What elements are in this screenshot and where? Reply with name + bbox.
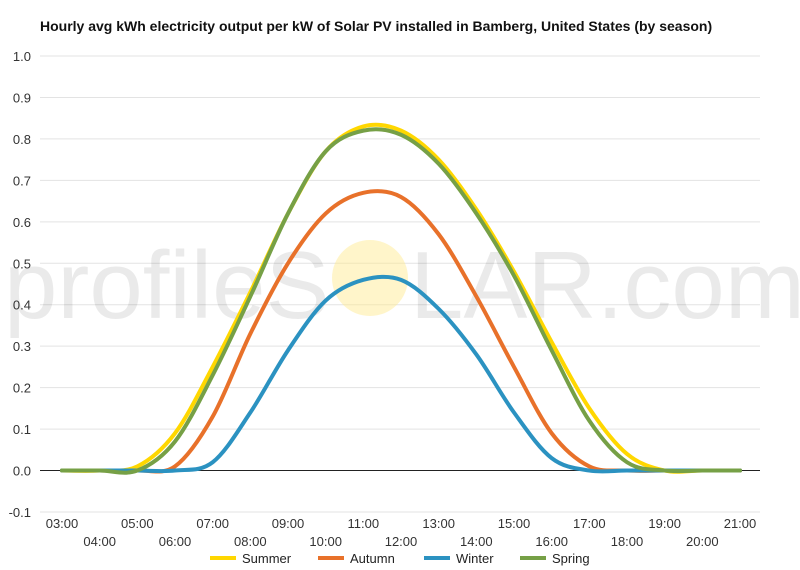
watermark-text-left: profileS: [4, 232, 330, 339]
x-tick-label: 16:00: [535, 534, 568, 549]
series-line-winter: [60, 274, 742, 474]
x-tick-label: 03:00: [46, 516, 79, 531]
x-tick-label: 09:00: [272, 516, 305, 531]
x-tick-label: 06:00: [159, 534, 192, 549]
x-tick-label: 10:00: [309, 534, 342, 549]
y-tick-label: 0.3: [13, 339, 31, 354]
x-tick-label: 12:00: [385, 534, 418, 549]
watermark-text-right: LAR.com: [410, 232, 800, 339]
x-tick-label: 14:00: [460, 534, 493, 549]
legend: Summer Autumn Winter Spring: [210, 551, 590, 566]
y-tick-label: 0.5: [13, 256, 31, 271]
y-tick-label: 0.7: [13, 173, 31, 188]
x-tick-label: 15:00: [498, 516, 531, 531]
x-tick-label: 19:00: [648, 516, 681, 531]
y-tick-label: 0.1: [13, 422, 31, 437]
y-tick-label: 0.2: [13, 381, 31, 396]
x-tick-label: 20:00: [686, 534, 719, 549]
y-tick-label: 0.4: [13, 298, 31, 313]
x-tick-label: 11:00: [348, 516, 380, 531]
series-line-summer: [60, 122, 742, 474]
y-tick-label: 0.6: [13, 215, 31, 230]
x-axis-ticks: 03:00 04:00 05:00 06:00 07:00 08:00 09:00 10:00…: [46, 516, 757, 549]
series-lines: [60, 122, 742, 475]
x-tick-label: 05:00: [121, 516, 154, 531]
x-tick-label: 21:00: [724, 516, 757, 531]
x-tick-label: 04:00: [83, 534, 116, 549]
y-tick-label: -0.1: [9, 505, 31, 520]
y-tick-label: 0.9: [13, 90, 31, 105]
legend-label-spring: Spring: [552, 551, 590, 566]
legend-label-autumn: Autumn: [350, 551, 395, 566]
watermark: profileS LAR.com: [4, 232, 800, 339]
x-tick-label: 18:00: [611, 534, 644, 549]
x-tick-label: 17:00: [573, 516, 606, 531]
grid-lines: [40, 55, 760, 513]
legend-label-winter: Winter: [456, 551, 494, 566]
x-tick-label: 07:00: [196, 516, 229, 531]
y-tick-label: 0.0: [13, 464, 31, 479]
series-line-spring: [60, 127, 742, 475]
legend-label-summer: Summer: [242, 551, 292, 566]
y-tick-label: 0.8: [13, 132, 31, 147]
chart-title: Hourly avg kWh electricity output per kW…: [40, 18, 713, 34]
y-tick-label: 1.0: [13, 49, 31, 64]
x-tick-label: 08:00: [234, 534, 267, 549]
y-axis-ticks: -0.1 0.0 0.1 0.2 0.3 0.4 0.5 0.6 0.7 0.8 0.9 1.0: [9, 49, 31, 520]
x-tick-label: 13:00: [422, 516, 455, 531]
